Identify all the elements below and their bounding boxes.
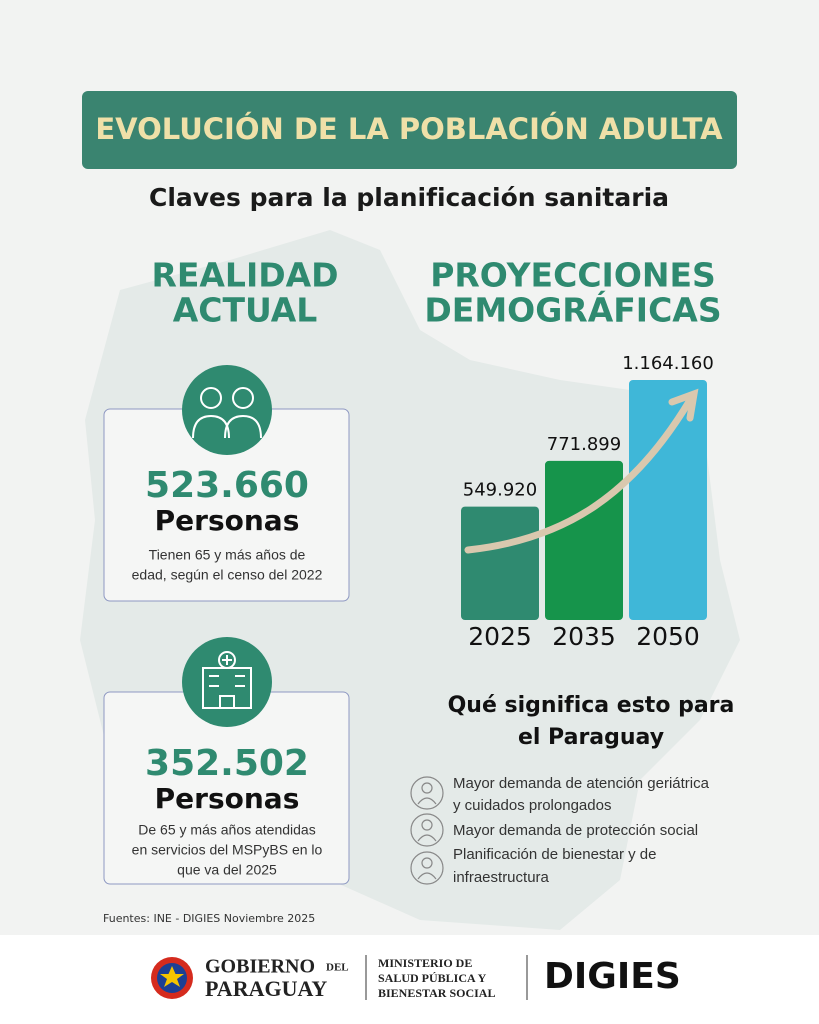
bar-chart: 549.920 2025 771.899 2035 1.164.160 2050 (461, 353, 714, 651)
logo-star (160, 966, 184, 987)
implication-item: y cuidados prolongados (453, 797, 611, 814)
section-heading: PROYECCIONES (430, 256, 716, 295)
section-heading: REALIDAD (151, 256, 338, 295)
card-unit: Personas (155, 782, 300, 815)
trend-arrowhead (668, 388, 699, 422)
value-label: 1.164.160 (622, 353, 714, 374)
value-label: 549.920 (463, 480, 537, 501)
icon-glyph (202, 651, 252, 709)
footer (0, 935, 819, 1024)
title-banner (82, 91, 737, 169)
section-heading: ACTUAL (173, 291, 318, 330)
item-icons (410, 776, 444, 885)
x-tick-label: 2025 (468, 622, 532, 651)
implication-item: infraestructura (453, 869, 550, 886)
source: Fuentes: INE - DIGIES Noviembre 2025 (103, 912, 315, 925)
section-heading: DEMOGRÁFICAS (424, 290, 721, 330)
card-text: en servicios del MSPyBS en lo (132, 842, 323, 858)
subtitle: Claves para la planificación sanitaria (149, 183, 669, 212)
trend-arrow (464, 396, 694, 554)
card-number: 523.660 (145, 465, 309, 506)
implication-item: Mayor demanda de protección social (453, 822, 698, 839)
gov-name: PARAGUAY (205, 976, 327, 1001)
implications-title: el Paraguay (518, 725, 664, 750)
bar (545, 460, 623, 620)
bar (461, 506, 539, 620)
unit-name: DIGIES (544, 956, 681, 997)
card-text: Tienen 65 y más años de (149, 547, 306, 563)
ministry-name: BIENESTAR SOCIAL (378, 986, 495, 1000)
card-text: edad, según el censo del 2022 (132, 567, 323, 583)
icon-glyph (192, 387, 262, 439)
title: EVOLUCIÓN DE LA POBLACIÓN ADULTA (95, 112, 723, 146)
x-tick-label: 2035 (552, 622, 616, 651)
gov-name: GOBIERNO (205, 956, 315, 978)
ministry-name: MINISTERIO DE (378, 956, 472, 970)
implications-title: Qué significa esto para (448, 693, 735, 718)
icon-hospital (182, 637, 272, 727)
gov-name: DEL (326, 962, 349, 974)
x-tick-label: 2050 (636, 622, 700, 651)
implication-item: Mayor demanda de atención geriátrica (453, 775, 710, 792)
card-unit: Personas (155, 504, 300, 537)
icon-elderly (182, 365, 272, 455)
card-text: De 65 y más años atendidas (138, 822, 315, 838)
card-text: que va del 2025 (177, 862, 277, 878)
implication-item: Planificación de bienestar y de (453, 846, 656, 863)
ministry-name: SALUD PÚBLICA Y (378, 971, 487, 985)
bar (629, 380, 707, 620)
card-number: 352.502 (145, 743, 309, 784)
value-label: 771.899 (547, 434, 621, 455)
